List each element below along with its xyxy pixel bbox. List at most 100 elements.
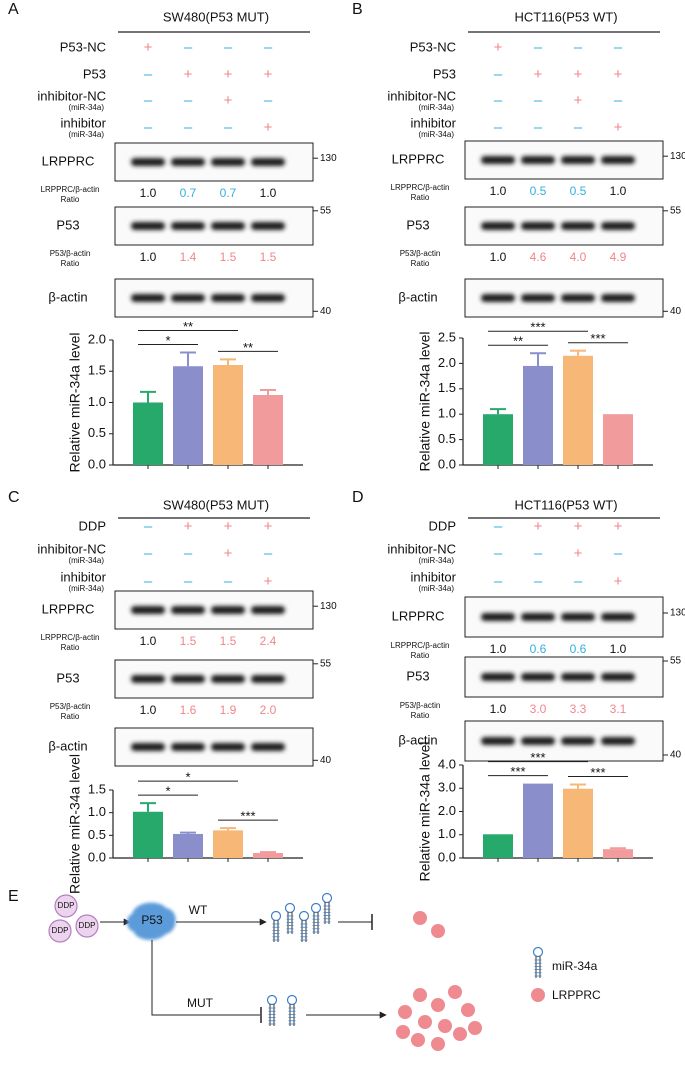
panel-label: C <box>8 489 20 506</box>
lrpprc-dot <box>531 988 545 1002</box>
ratio-value: 4.9 <box>610 250 627 264</box>
blot-name: P53 <box>406 668 429 683</box>
size-marker: 55 <box>320 205 332 216</box>
blot-band <box>131 606 165 614</box>
lrpprc-dot <box>461 1003 475 1017</box>
blot-name: LRPPRC <box>392 151 445 166</box>
y-tick-label: 2.0 <box>438 803 456 818</box>
branch-label: MUT <box>187 996 214 1010</box>
blot-band <box>211 675 245 683</box>
y-tick-label: 1.5 <box>88 363 106 378</box>
treatment-sign: – <box>534 545 543 562</box>
hairpin-loop <box>270 910 282 922</box>
lrpprc-dot <box>453 1027 467 1041</box>
blot-band <box>171 675 205 683</box>
bar <box>483 414 513 465</box>
treatment-sign: – <box>184 545 193 562</box>
blot-band <box>131 158 165 166</box>
ratio-value: 0.6 <box>530 642 547 656</box>
row-label: inhibitor <box>60 569 106 584</box>
row-sublabel: (miR-34a) <box>68 103 104 112</box>
treatment-sign: + <box>184 518 193 535</box>
blot-band <box>601 156 635 164</box>
y-tick-label: 0.0 <box>438 456 456 471</box>
blot-band <box>561 156 595 164</box>
blot-band <box>251 675 285 683</box>
row-label: P53 <box>83 66 106 81</box>
hairpin-loop <box>284 902 296 914</box>
ratio-label: LRPPRC/β-actin <box>41 633 100 642</box>
lrpprc-dot <box>398 1005 412 1019</box>
ratio-sublabel: Ratio <box>61 712 80 721</box>
ratio-sublabel: Ratio <box>61 259 80 268</box>
treatment-sign: + <box>224 66 233 83</box>
lrpprc-dot <box>396 1025 410 1039</box>
y-axis-label: Relative miR-34a level <box>417 741 433 881</box>
blot-band <box>601 737 635 745</box>
y-tick-label: 0.0 <box>88 849 106 864</box>
ratio-sublabel: Ratio <box>411 651 430 660</box>
y-tick-label: 3.0 <box>438 780 456 795</box>
treatment-sign: – <box>144 92 153 109</box>
blot-band <box>131 743 165 751</box>
y-axis-label: Relative miR-34a level <box>417 331 433 471</box>
ratio-value: 1.0 <box>140 703 157 717</box>
legend-label: LRPPRC <box>552 988 601 1002</box>
ratio-value: 1.0 <box>610 184 627 198</box>
row-label: inhibitor-NC <box>387 541 456 556</box>
treatment-sign: – <box>264 39 273 56</box>
treatment-sign: – <box>574 119 583 136</box>
treatment-sign: – <box>184 119 193 136</box>
lrpprc-dot <box>411 1033 425 1047</box>
blot-band <box>601 673 635 681</box>
blot-band <box>521 613 555 621</box>
mirna-hairpin <box>298 910 310 942</box>
treatment-sign: – <box>534 573 543 590</box>
treatment-sign: + <box>574 92 583 109</box>
treatment-sign: – <box>494 92 503 109</box>
row-label: inhibitor <box>410 569 456 584</box>
blot-band <box>171 743 205 751</box>
blot-band <box>251 743 285 751</box>
blot-band <box>171 158 205 166</box>
y-tick-label: 1.0 <box>88 394 106 409</box>
drug-label: DDP <box>58 901 75 910</box>
blot-band <box>251 158 285 166</box>
blot-band <box>211 743 245 751</box>
lrpprc-dot <box>431 1037 445 1051</box>
ratio-label: LRPPRC/β-actin <box>391 183 450 192</box>
ratio-label: P53/β-actin <box>50 702 91 711</box>
treatment-sign: + <box>574 545 583 562</box>
treatment-sign: + <box>574 518 583 535</box>
blot-band <box>481 156 515 164</box>
bar <box>253 853 283 858</box>
ratio-label: P53/β-actin <box>50 249 91 258</box>
significance-label: *** <box>590 331 605 346</box>
y-tick-label: 1.5 <box>88 781 106 796</box>
ratio-value: 4.0 <box>570 250 587 264</box>
y-tick-label: 4.0 <box>438 756 456 771</box>
bar <box>173 833 203 858</box>
treatment-sign: + <box>614 573 623 590</box>
blot-name: β-actin <box>398 732 437 747</box>
y-tick-label: 1.0 <box>88 804 106 819</box>
ratio-label: LRPPRC/β-actin <box>391 641 450 650</box>
bar <box>253 395 283 465</box>
row-label: inhibitor-NC <box>37 88 106 103</box>
ratio-value: 1.0 <box>140 186 157 200</box>
y-tick-label: 0.5 <box>438 431 456 446</box>
ratio-sublabel: Ratio <box>411 259 430 268</box>
treatment-sign: + <box>144 39 153 56</box>
bar <box>603 414 633 465</box>
treatment-sign: – <box>494 66 503 83</box>
lrpprc-dot <box>431 924 445 938</box>
treatment-sign: + <box>264 119 273 136</box>
treatment-sign: – <box>614 39 623 56</box>
blot-band <box>251 294 285 302</box>
ratio-value: 1.0 <box>140 250 157 264</box>
ratio-sublabel: Ratio <box>61 195 80 204</box>
significance-label: *** <box>240 809 255 824</box>
treatment-sign: – <box>184 39 193 56</box>
bar <box>523 783 553 858</box>
